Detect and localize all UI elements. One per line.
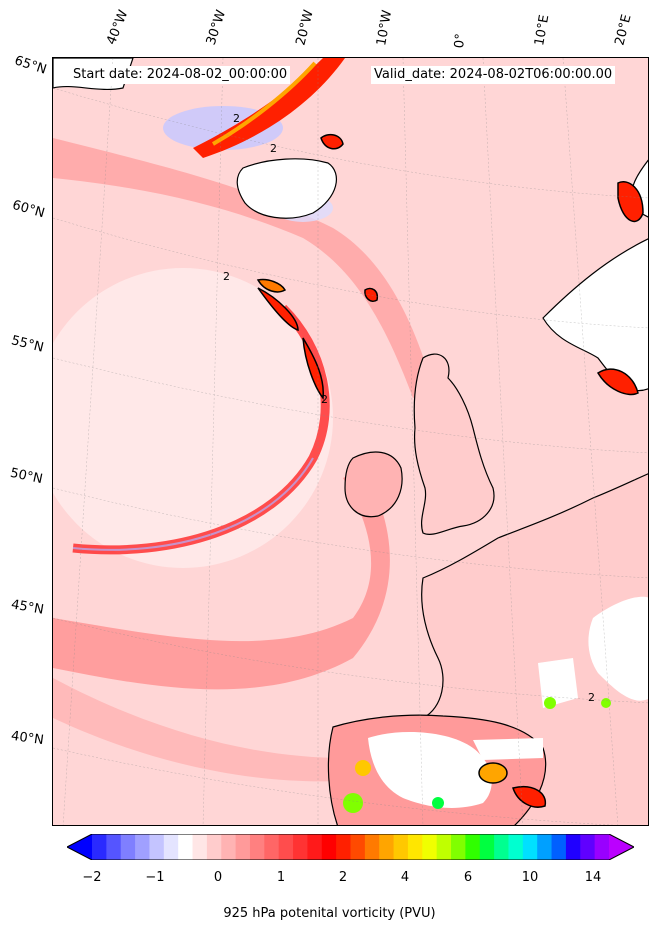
- start-date-label: Start date: 2024-08-02_00:00:00: [70, 66, 291, 84]
- map-panel: 2 2 2 2 2: [52, 57, 649, 826]
- colorbar-segment: [379, 834, 395, 860]
- colorbar-segment: [293, 834, 308, 860]
- graticule: [53, 58, 648, 825]
- pv-band: [53, 468, 390, 690]
- low-pv-region: [53, 268, 333, 568]
- lon-label-30w: 30°W: [203, 8, 230, 47]
- colorbar-segment: [494, 834, 509, 860]
- contour-label: 2: [270, 142, 277, 155]
- high-pv-spot: [432, 797, 444, 809]
- colorbar-segment: [92, 834, 107, 860]
- high-pv-core: [212, 61, 317, 146]
- contour-2: [512, 786, 547, 808]
- colorbar-tick: 6: [463, 870, 473, 885]
- masked-terrain: [538, 658, 578, 708]
- colorbar-segment: [350, 834, 366, 860]
- colorbar-segment: [364, 834, 380, 860]
- high-pv-spot: [478, 762, 508, 784]
- ireland-landmass: [344, 451, 403, 518]
- colorbar-segment: [235, 834, 251, 860]
- high-pv-spot: [544, 697, 556, 709]
- lat-label-55n: 55°N: [9, 333, 46, 356]
- high-pv-spot: [355, 760, 371, 776]
- colorbar-segment: [436, 834, 452, 860]
- lon-label-40w: 40°W: [104, 8, 132, 47]
- colorbar-segment: [336, 834, 351, 860]
- pv-band: [53, 678, 473, 782]
- colorbar-segment: [249, 834, 265, 860]
- lon-label-10w: 10°W: [374, 9, 396, 48]
- colorbar-label: 925 hPa potenital vorticity (PVU): [223, 906, 436, 921]
- lon-label-0: 0°: [452, 32, 469, 49]
- pv-band: [53, 138, 433, 398]
- colorbar-segment: [422, 834, 438, 860]
- colorbar-segment: [163, 834, 179, 860]
- lat-label-65n: 65°N: [12, 53, 49, 78]
- colorbar-tick: 4: [400, 870, 410, 885]
- masked-terrain: [368, 732, 492, 808]
- colorbar-tick: 1: [276, 870, 286, 885]
- colorbar-segment: [192, 834, 208, 860]
- colorbar-segment: [508, 834, 524, 860]
- colorbar-segment: [206, 834, 222, 860]
- pv-field-map: 2 2 2 2 2: [53, 58, 648, 825]
- colorbar-segment: [221, 834, 237, 860]
- masked-terrain: [473, 738, 543, 760]
- colorbar-segment: [594, 834, 610, 860]
- lat-label-45n: 45°N: [9, 597, 45, 618]
- contour-2: [364, 287, 379, 302]
- lat-label-50n: 50°N: [8, 465, 44, 488]
- valid-date-label: Valid_date: 2024-08-02T06:00:00.00: [371, 66, 616, 84]
- contour-label: 2: [588, 691, 595, 704]
- colorbar-segment: [407, 834, 423, 860]
- contour-2: [596, 368, 639, 396]
- lat-label-40n: 40°N: [10, 728, 45, 749]
- colorbar-tick: −1: [145, 870, 165, 885]
- colorbar-extend-high: [609, 834, 634, 860]
- colorbar-segment: [278, 834, 294, 860]
- contour-label: 2: [321, 393, 328, 406]
- lat-label-60n: 60°N: [10, 197, 47, 222]
- colorbar-tick: 14: [584, 870, 602, 885]
- lon-label-10e: 10°E: [532, 13, 553, 47]
- contour-2: [320, 133, 344, 150]
- colorbar-tick: 10: [521, 870, 539, 885]
- colorbar-segment: [264, 834, 280, 860]
- colorbar: [67, 834, 634, 860]
- colorbar-segment: [106, 834, 122, 860]
- colorbar-segment: [537, 834, 553, 860]
- contour-2: [257, 287, 299, 331]
- colorbar-segment: [522, 834, 538, 860]
- colorbar-segment: [120, 834, 136, 860]
- contour-2: [617, 181, 644, 223]
- colorbar-segment: [321, 834, 337, 860]
- colorbar-segment: [580, 834, 596, 860]
- great-britain-landmass: [413, 353, 495, 535]
- colorbar-segment: [565, 834, 581, 860]
- high-pv-spot: [343, 793, 363, 813]
- colorbar-segment: [149, 834, 165, 860]
- colorbar-segment: [465, 834, 481, 860]
- colorbar-tick: 2: [338, 870, 348, 885]
- iceland-landmass: [236, 158, 337, 219]
- colorbar-tick: 0: [213, 870, 223, 885]
- colorbar-segment: [479, 834, 495, 860]
- contour-2: [256, 278, 287, 293]
- colorbar-segment: [551, 834, 567, 860]
- contour-label: 2: [233, 112, 240, 125]
- colorbar-segment: [451, 834, 466, 860]
- colorbar-segment: [178, 834, 194, 860]
- colorbar-segment: [135, 834, 150, 860]
- contour-label: 2: [223, 270, 230, 283]
- negative-pv-arc: [72, 457, 314, 551]
- lon-label-20w: 20°W: [293, 8, 317, 47]
- masked-alps: [588, 596, 648, 701]
- high-pv-spot: [601, 698, 611, 708]
- colorbar-segment: [393, 834, 409, 860]
- colorbar-tick: −2: [82, 870, 102, 885]
- colorbar-segment: [307, 834, 323, 860]
- lon-label-20e: 20°E: [612, 13, 635, 47]
- colorbar-extend-low: [67, 834, 92, 860]
